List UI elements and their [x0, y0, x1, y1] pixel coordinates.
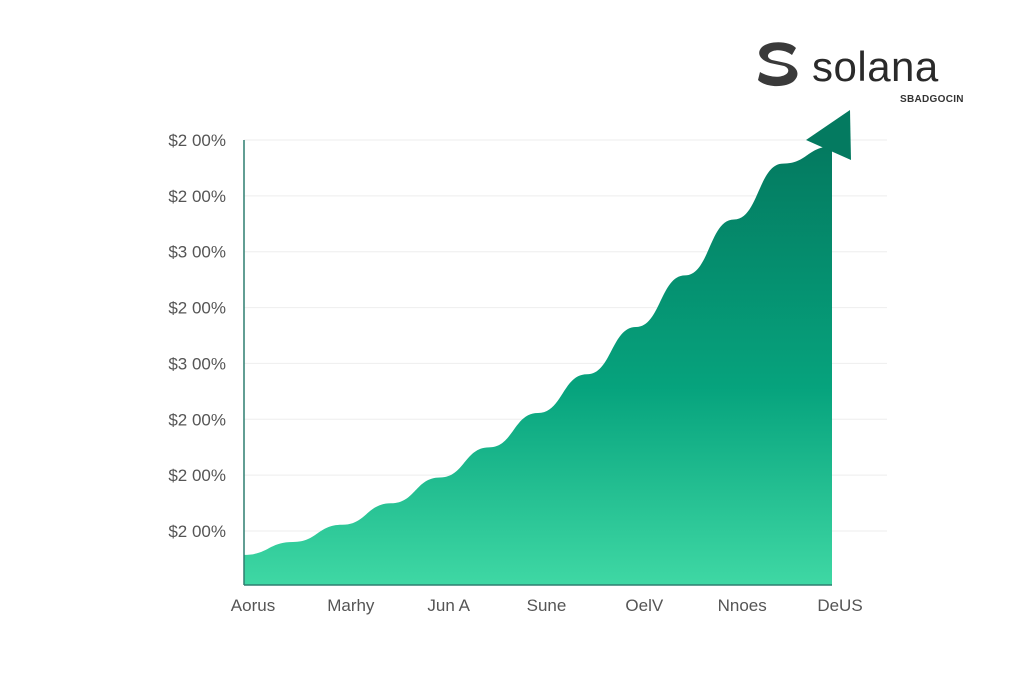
y-tick-label: $2 00% [168, 466, 226, 485]
axes [243, 140, 832, 586]
y-tick-label: $2 00% [168, 131, 226, 150]
area-series [244, 146, 832, 585]
x-tick-label: Sune [527, 596, 567, 615]
x-tick-label: OelV [625, 596, 663, 615]
x-tick-label: Jun A [427, 596, 470, 615]
y-tick-label: $3 00% [168, 354, 226, 373]
x-tick-label: Marhy [327, 596, 375, 615]
y-tick-label: $2 00% [168, 410, 226, 429]
x-tick-label: Nnoes [718, 596, 767, 615]
y-tick-label: $2 00% [168, 522, 226, 541]
brand-tagline: SBADGOCIN [900, 94, 964, 105]
x-axis-ticks: Aorus Marhy Jun A Sune OelV Nnoes DeUS [231, 596, 863, 615]
x-tick-label: DeUS [817, 596, 862, 615]
brand-name: solana [812, 42, 939, 90]
solana-s-icon [754, 38, 802, 95]
trend-arrow-head [806, 110, 851, 160]
area-series-fill [244, 146, 832, 585]
y-axis-ticks: $2 00% $2 00% $3 00% $2 00% $3 00% $2 00% $2 0… [168, 131, 226, 541]
y-tick-label: $3 00% [168, 243, 226, 262]
x-tick-label: Aorus [231, 596, 275, 615]
y-tick-label: $2 00% [168, 187, 226, 206]
trend-arrow [806, 110, 851, 160]
y-tick-label: $2 00% [168, 299, 226, 318]
brand-logo: solana [754, 38, 939, 95]
